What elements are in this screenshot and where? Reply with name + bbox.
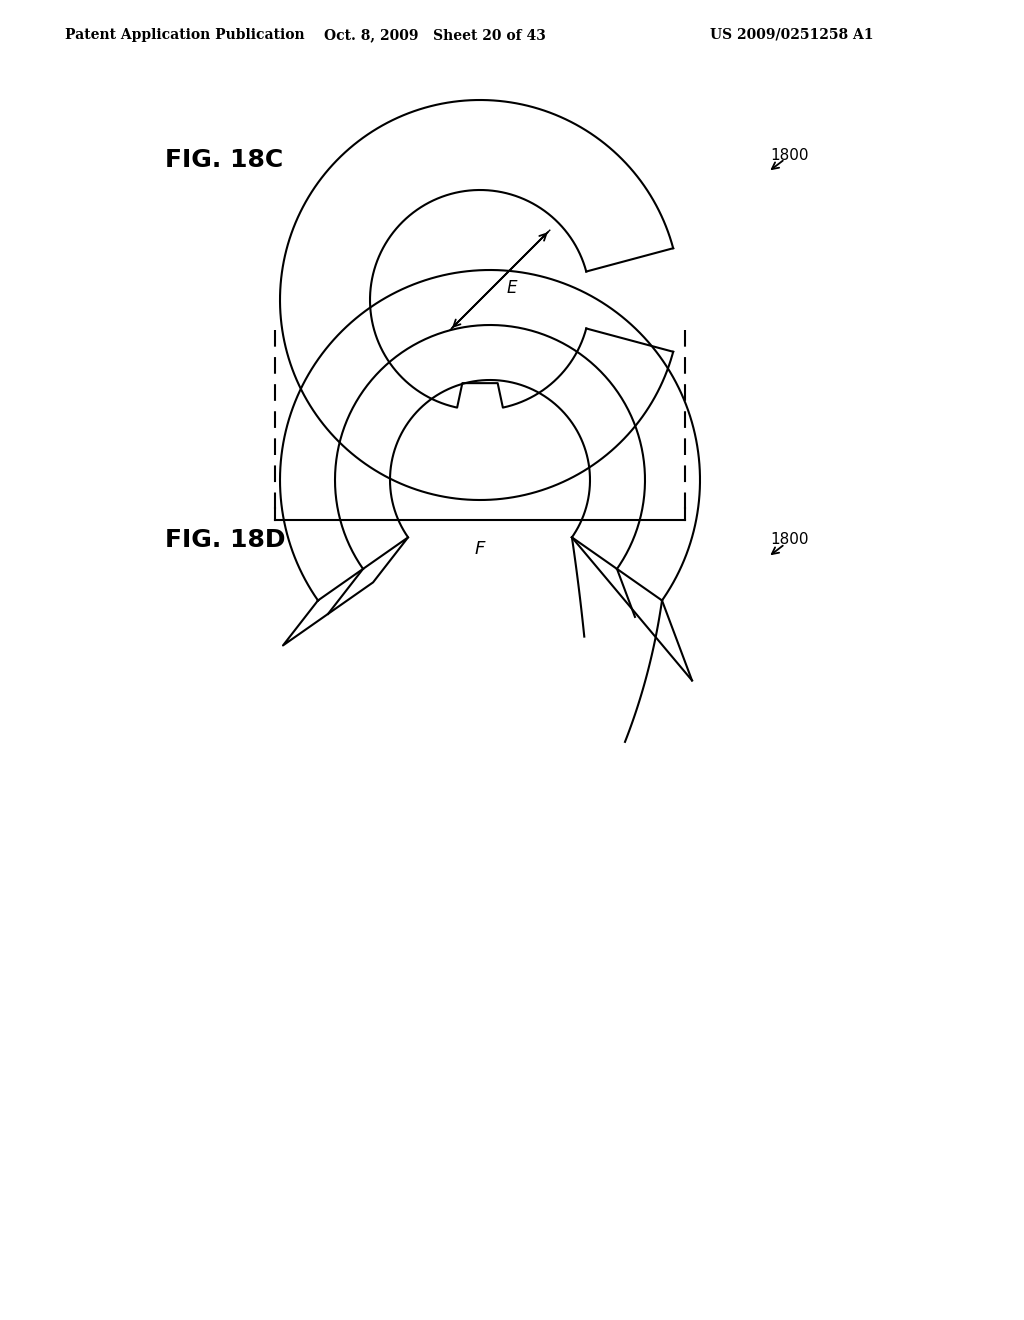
Text: 1800: 1800 [770, 148, 809, 162]
Text: 1800: 1800 [770, 532, 809, 548]
Text: E: E [507, 279, 517, 297]
Text: US 2009/0251258 A1: US 2009/0251258 A1 [710, 28, 873, 42]
Text: FIG. 18D: FIG. 18D [165, 528, 286, 552]
Text: FIG. 18C: FIG. 18C [165, 148, 284, 172]
Text: Patent Application Publication: Patent Application Publication [65, 28, 304, 42]
Text: Oct. 8, 2009   Sheet 20 of 43: Oct. 8, 2009 Sheet 20 of 43 [324, 28, 546, 42]
Text: F: F [475, 540, 485, 558]
